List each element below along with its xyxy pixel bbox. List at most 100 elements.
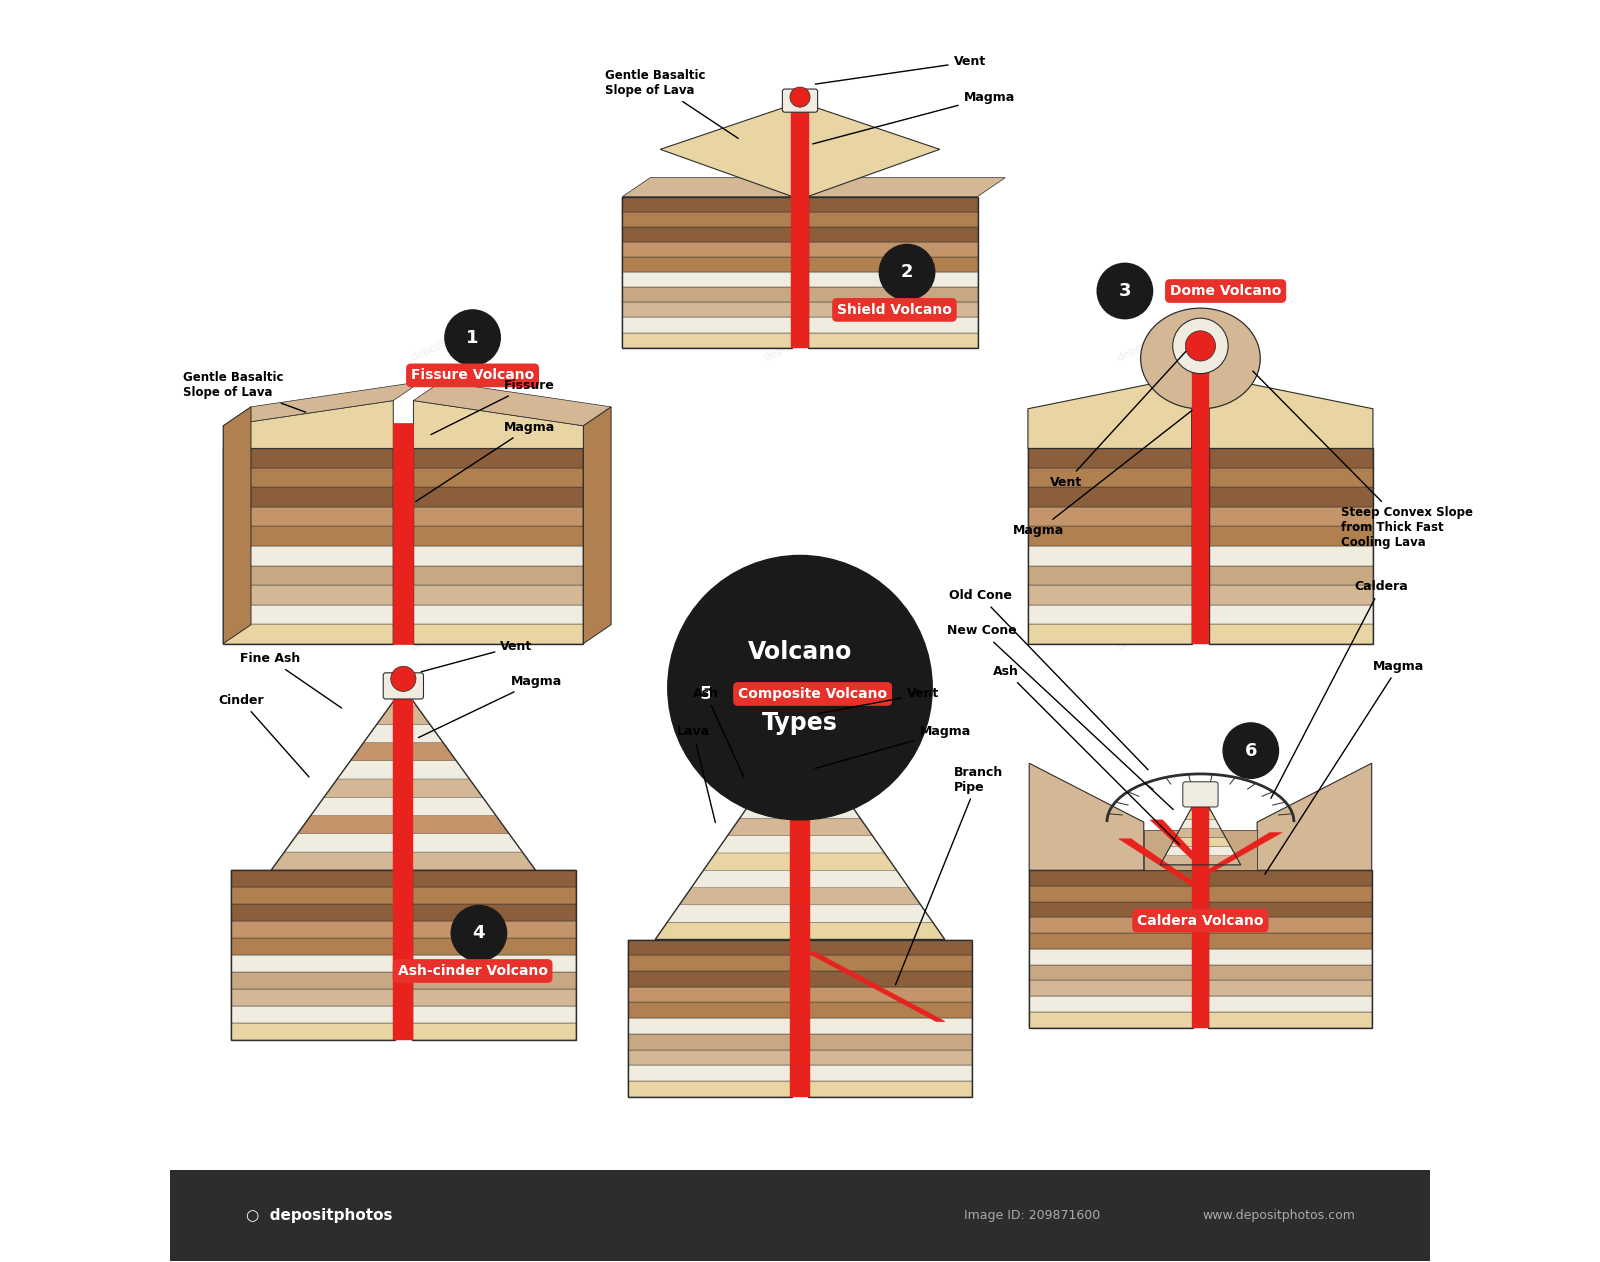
- Polygon shape: [1208, 917, 1371, 933]
- Circle shape: [880, 245, 934, 300]
- Polygon shape: [413, 938, 576, 955]
- Polygon shape: [1210, 468, 1373, 487]
- Text: Fissure: Fissure: [430, 379, 555, 434]
- Text: depositphotos: depositphotos: [1115, 321, 1190, 362]
- Circle shape: [790, 87, 810, 107]
- Polygon shape: [629, 987, 792, 1002]
- Polygon shape: [1029, 764, 1144, 871]
- Polygon shape: [808, 197, 978, 212]
- Polygon shape: [224, 400, 394, 448]
- Polygon shape: [1192, 358, 1210, 644]
- Polygon shape: [413, 955, 576, 972]
- Polygon shape: [224, 406, 251, 644]
- Polygon shape: [1027, 468, 1192, 487]
- Text: Vent: Vent: [816, 56, 986, 85]
- Text: ○  depositphotos: ○ depositphotos: [246, 1208, 392, 1223]
- Polygon shape: [298, 815, 509, 834]
- Polygon shape: [310, 798, 496, 815]
- Polygon shape: [1208, 996, 1371, 1012]
- Polygon shape: [808, 987, 971, 1002]
- Text: depositphotos: depositphotos: [1115, 610, 1190, 652]
- Text: 2: 2: [901, 262, 914, 281]
- Polygon shape: [413, 507, 584, 526]
- Polygon shape: [1118, 839, 1205, 890]
- Circle shape: [1186, 331, 1216, 361]
- Polygon shape: [776, 750, 824, 766]
- Polygon shape: [1208, 964, 1371, 981]
- Text: depositphotos: depositphotos: [410, 887, 485, 929]
- Polygon shape: [413, 887, 576, 905]
- Polygon shape: [1195, 791, 1205, 801]
- Text: depositphotos: depositphotos: [762, 321, 838, 362]
- Polygon shape: [808, 318, 978, 333]
- Polygon shape: [363, 724, 443, 742]
- Polygon shape: [1190, 801, 1211, 810]
- Polygon shape: [808, 288, 978, 303]
- Polygon shape: [224, 604, 394, 625]
- Polygon shape: [800, 102, 939, 197]
- Polygon shape: [394, 423, 413, 644]
- Text: depositphotos: depositphotos: [410, 610, 485, 652]
- Polygon shape: [1181, 819, 1221, 828]
- Polygon shape: [230, 955, 395, 972]
- Polygon shape: [629, 1050, 792, 1065]
- Polygon shape: [1027, 448, 1192, 468]
- Text: depositphotos: depositphotos: [762, 887, 838, 929]
- Polygon shape: [1258, 764, 1371, 871]
- Polygon shape: [1027, 487, 1192, 507]
- Text: depositphotos: depositphotos: [410, 321, 485, 362]
- Polygon shape: [350, 742, 456, 761]
- Polygon shape: [1029, 1012, 1194, 1027]
- Text: Magma: Magma: [816, 726, 971, 769]
- Polygon shape: [629, 1002, 792, 1018]
- Text: Caldera: Caldera: [1270, 581, 1408, 799]
- Circle shape: [667, 555, 933, 820]
- Text: Volcano: Volcano: [747, 640, 853, 664]
- Polygon shape: [1150, 820, 1205, 864]
- Polygon shape: [338, 761, 469, 779]
- Polygon shape: [413, 448, 584, 468]
- Polygon shape: [739, 801, 861, 818]
- Circle shape: [678, 666, 733, 722]
- Polygon shape: [390, 688, 416, 705]
- Circle shape: [445, 310, 501, 365]
- Polygon shape: [1027, 586, 1192, 604]
- Polygon shape: [1144, 829, 1258, 871]
- Polygon shape: [413, 381, 611, 425]
- Polygon shape: [1027, 565, 1192, 586]
- Ellipse shape: [1141, 308, 1261, 409]
- Polygon shape: [808, 939, 971, 955]
- Text: Magma: Magma: [416, 420, 555, 501]
- Polygon shape: [1176, 828, 1226, 838]
- Polygon shape: [1027, 376, 1192, 448]
- Text: 6: 6: [1245, 742, 1258, 760]
- Polygon shape: [285, 834, 522, 852]
- Polygon shape: [622, 303, 792, 318]
- Polygon shape: [622, 197, 792, 212]
- Polygon shape: [1029, 949, 1194, 964]
- Polygon shape: [1197, 833, 1282, 877]
- Polygon shape: [1027, 526, 1192, 546]
- Polygon shape: [1210, 604, 1373, 625]
- Text: Fine Ash: Fine Ash: [240, 652, 341, 708]
- Polygon shape: [224, 487, 394, 507]
- Polygon shape: [1186, 810, 1216, 819]
- Polygon shape: [629, 1018, 792, 1034]
- Text: Caldera Volcano: Caldera Volcano: [1138, 914, 1264, 928]
- Polygon shape: [622, 227, 792, 242]
- Text: Lava: Lava: [677, 726, 715, 823]
- Polygon shape: [763, 766, 837, 784]
- Text: 1: 1: [466, 328, 478, 347]
- Polygon shape: [413, 871, 576, 887]
- Polygon shape: [808, 970, 971, 987]
- Polygon shape: [808, 242, 978, 257]
- Polygon shape: [224, 526, 394, 546]
- Polygon shape: [1210, 565, 1373, 586]
- Text: Shield Volcano: Shield Volcano: [837, 303, 952, 317]
- FancyBboxPatch shape: [782, 90, 818, 112]
- Polygon shape: [230, 921, 395, 938]
- Polygon shape: [808, 1034, 971, 1050]
- Polygon shape: [622, 273, 792, 288]
- Polygon shape: [1192, 791, 1210, 1027]
- Polygon shape: [224, 546, 394, 565]
